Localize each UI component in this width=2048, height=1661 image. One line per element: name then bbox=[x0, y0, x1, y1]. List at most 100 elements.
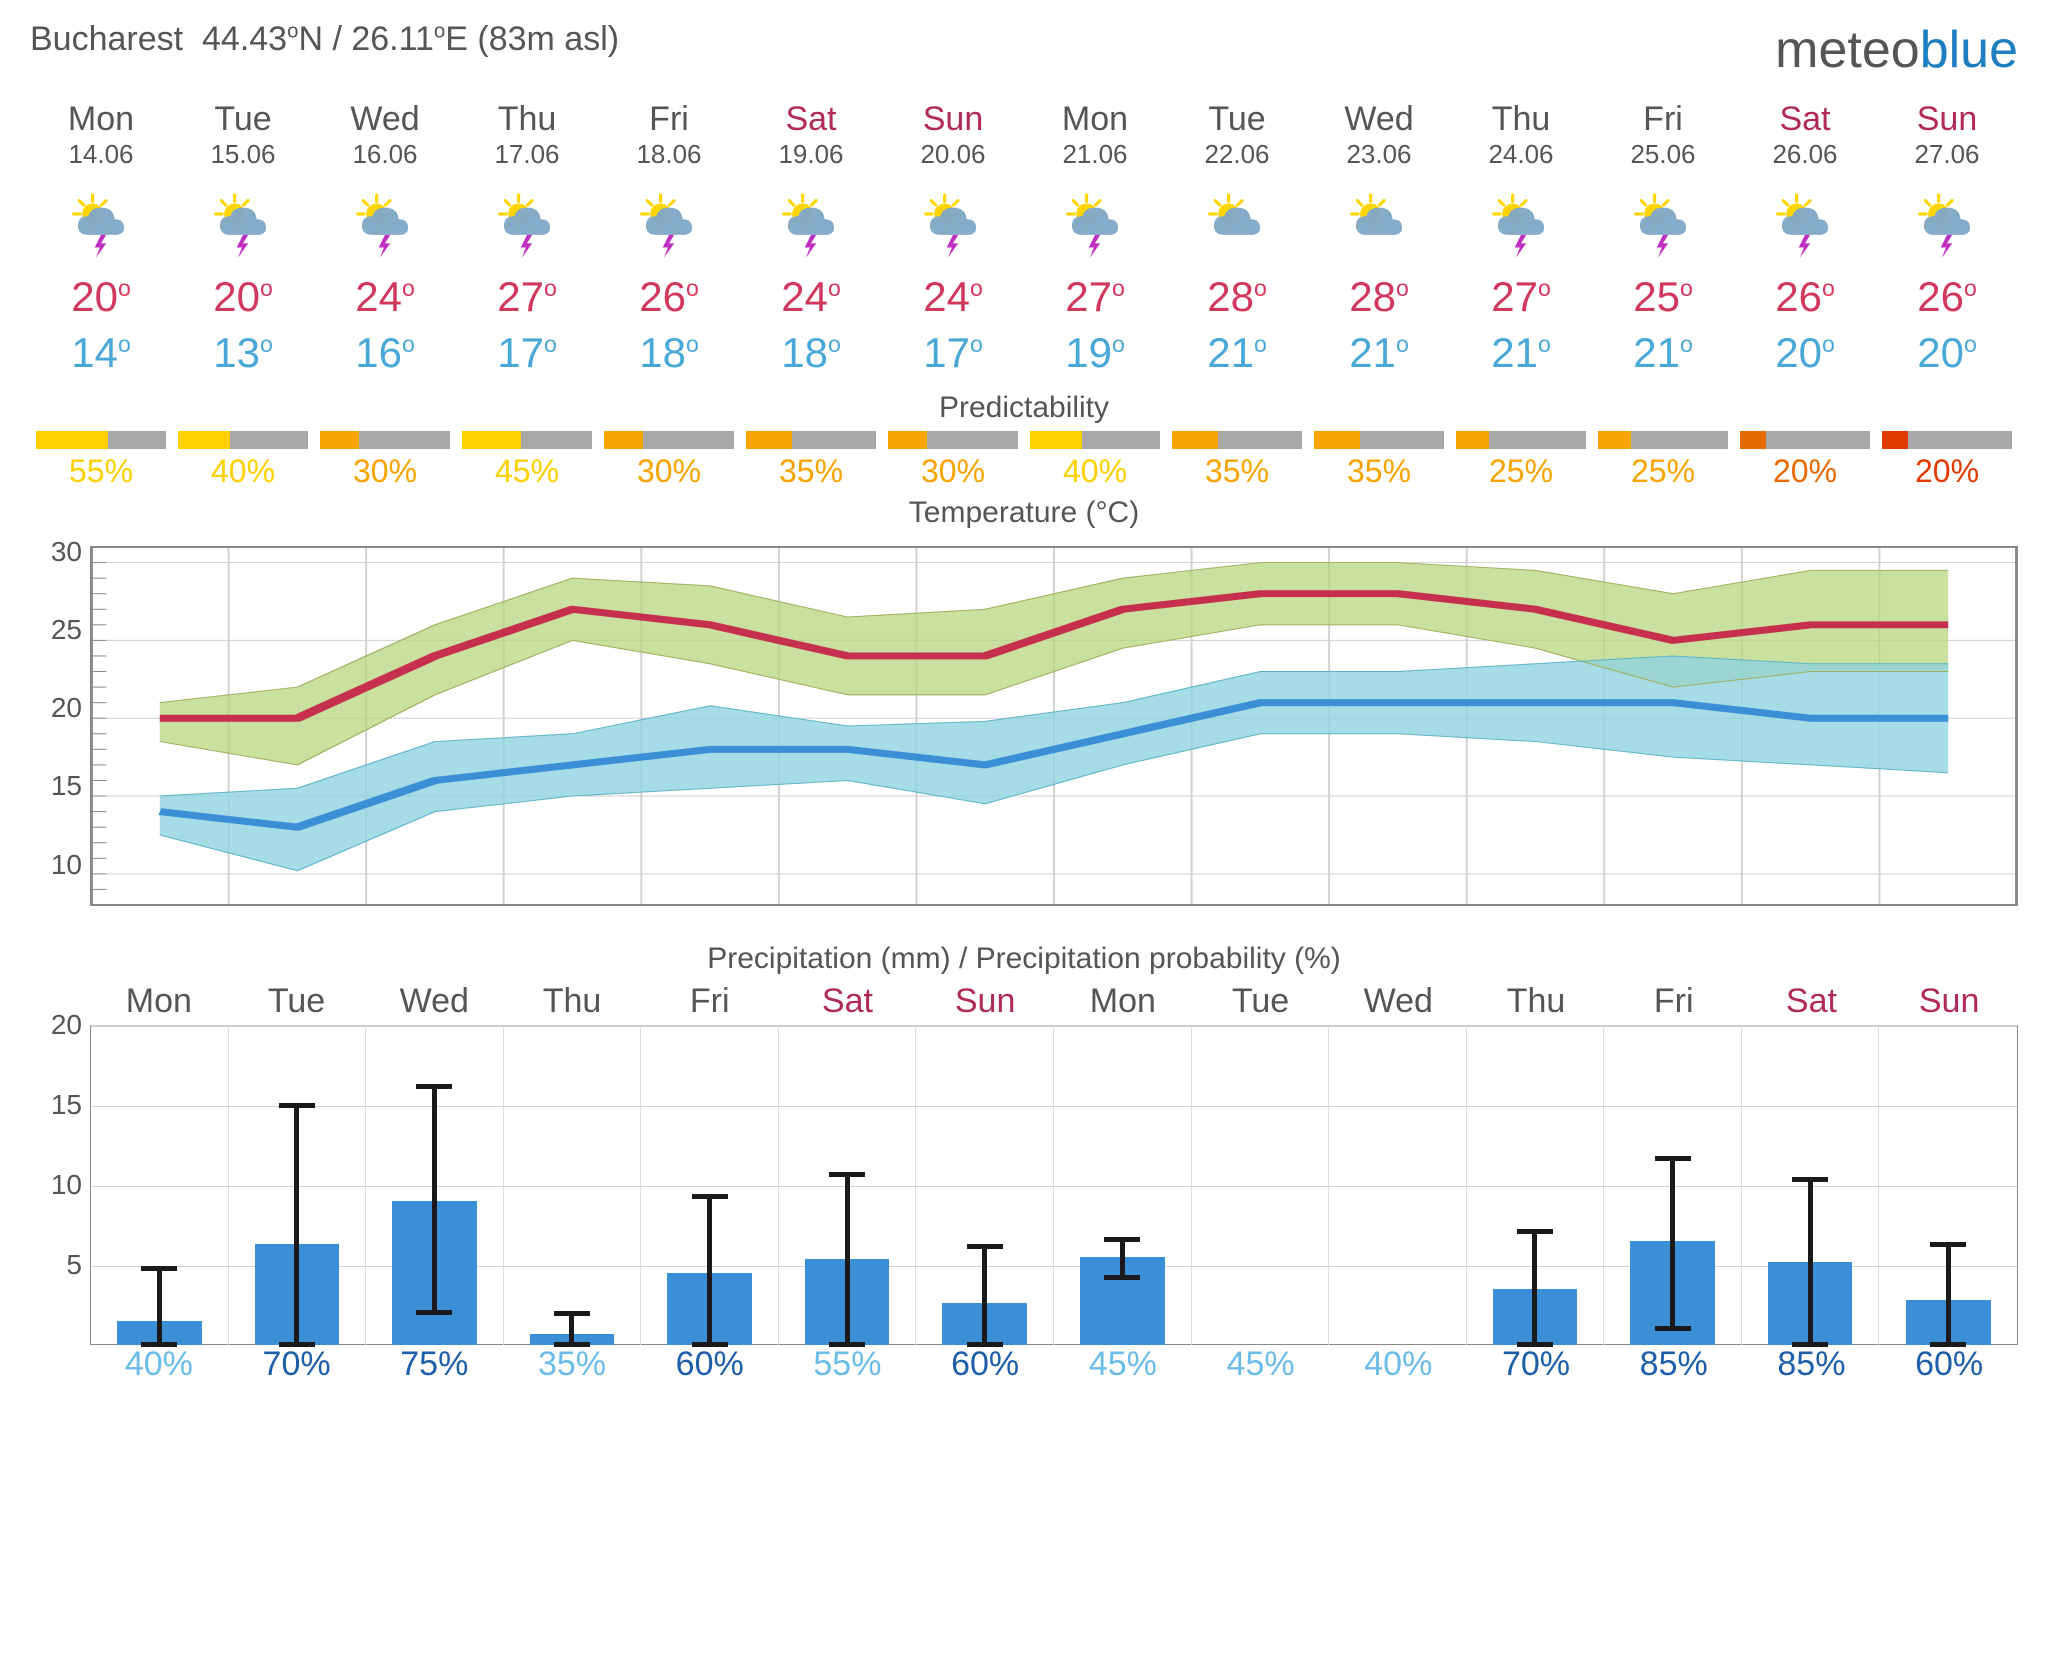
temp-ytick: 20 bbox=[51, 692, 82, 724]
temp-low: 13o bbox=[172, 329, 314, 377]
predictability-value: 55% bbox=[36, 453, 166, 490]
precip-probability: 60% bbox=[641, 1345, 779, 1384]
predictability-cell: 35% bbox=[1308, 431, 1450, 490]
weather-icon bbox=[456, 188, 598, 263]
day-of-week: Mon bbox=[1024, 100, 1166, 139]
day-header: Mon 14.06 bbox=[30, 100, 172, 188]
precip-day-label: Sat bbox=[1743, 982, 1881, 1021]
temp-low: 21o bbox=[1592, 329, 1734, 377]
day-date: 24.06 bbox=[1450, 139, 1592, 170]
predictability-cell: 30% bbox=[314, 431, 456, 490]
day-of-week: Wed bbox=[1308, 100, 1450, 139]
precip-whisker bbox=[279, 1105, 315, 1345]
precip-whisker bbox=[1517, 1231, 1553, 1345]
precip-day-label: Fri bbox=[641, 982, 779, 1021]
weather-icon bbox=[1166, 188, 1308, 263]
weather-icon bbox=[882, 188, 1024, 263]
predictability-cell: 35% bbox=[740, 431, 882, 490]
predictability-bar bbox=[1740, 431, 1870, 449]
day-header: Wed 23.06 bbox=[1308, 100, 1450, 188]
predictability-value: 25% bbox=[1598, 453, 1728, 490]
precip-whisker bbox=[416, 1086, 452, 1313]
predictability-value: 45% bbox=[462, 453, 592, 490]
day-header: Wed 16.06 bbox=[314, 100, 456, 188]
day-date: 21.06 bbox=[1024, 139, 1166, 170]
precip-probability: 35% bbox=[503, 1345, 641, 1384]
precip-probability: 85% bbox=[1743, 1345, 1881, 1384]
predictability-bar bbox=[888, 431, 1018, 449]
day-date: 18.06 bbox=[598, 139, 740, 170]
logo-part2: blue bbox=[1920, 21, 2018, 79]
day-header: Fri 18.06 bbox=[598, 100, 740, 188]
predictability-bar bbox=[746, 431, 876, 449]
precip-cell bbox=[641, 1026, 779, 1345]
day-header: Fri 25.06 bbox=[1592, 100, 1734, 188]
temp-ytick: 30 bbox=[51, 536, 82, 568]
precip-y-axis: 5101520 bbox=[30, 1025, 90, 1345]
temp-high: 24o bbox=[740, 273, 882, 321]
precip-cell bbox=[91, 1026, 229, 1345]
day-of-week: Sun bbox=[1876, 100, 2018, 139]
day-header: Thu 24.06 bbox=[1450, 100, 1592, 188]
predictability-value: 35% bbox=[1314, 453, 1444, 490]
temp-high: 24o bbox=[314, 273, 456, 321]
precip-day-label: Thu bbox=[1467, 982, 1605, 1021]
precip-day-label: Sun bbox=[916, 982, 1054, 1021]
weather-icon bbox=[1450, 188, 1592, 263]
precip-day-label: Wed bbox=[1329, 982, 1467, 1021]
temp-low: 20o bbox=[1734, 329, 1876, 377]
precip-cell bbox=[779, 1026, 917, 1345]
predictability-cell: 25% bbox=[1592, 431, 1734, 490]
day-date: 25.06 bbox=[1592, 139, 1734, 170]
precip-probability: 45% bbox=[1054, 1345, 1192, 1384]
predictability-value: 30% bbox=[888, 453, 1018, 490]
predictability-bar bbox=[36, 431, 166, 449]
precip-probability: 60% bbox=[916, 1345, 1054, 1384]
lon: 26.11 bbox=[351, 20, 434, 58]
temperature-label: Temperature (°C) bbox=[30, 496, 2018, 530]
weather-icon bbox=[740, 188, 882, 263]
temp-low: 18o bbox=[740, 329, 882, 377]
lat: 44.43 bbox=[202, 20, 287, 58]
weather-icon bbox=[172, 188, 314, 263]
day-names-row: Mon 14.06Tue 15.06Wed 16.06Thu 17.06Fri … bbox=[30, 100, 2018, 188]
precip-cell bbox=[1329, 1026, 1467, 1345]
precip-cell bbox=[366, 1026, 504, 1345]
weather-icon bbox=[30, 188, 172, 263]
precip-day-label: Tue bbox=[228, 982, 366, 1021]
predictability-cell: 55% bbox=[30, 431, 172, 490]
precip-cell bbox=[229, 1026, 367, 1345]
logo: meteoblue bbox=[1775, 20, 2018, 80]
predictability-cell: 45% bbox=[456, 431, 598, 490]
precip-whisker bbox=[1104, 1239, 1140, 1277]
predictability-bar bbox=[1172, 431, 1302, 449]
precip-day-label: Mon bbox=[1054, 982, 1192, 1021]
precip-whisker bbox=[967, 1246, 1003, 1345]
predictability-value: 35% bbox=[746, 453, 876, 490]
temp-high: 27o bbox=[1450, 273, 1592, 321]
predictability-label: Predictability bbox=[30, 391, 2018, 425]
temp-low: 21o bbox=[1166, 329, 1308, 377]
predictability-cell: 35% bbox=[1166, 431, 1308, 490]
precip-probability: 40% bbox=[1329, 1345, 1467, 1384]
precip-probability: 60% bbox=[1880, 1345, 2018, 1384]
precip-cell bbox=[1467, 1026, 1605, 1345]
day-of-week: Sat bbox=[1734, 100, 1876, 139]
predictability-value: 35% bbox=[1172, 453, 1302, 490]
weather-icon bbox=[1308, 188, 1450, 263]
precip-cell bbox=[504, 1026, 642, 1345]
header: Bucharest 44.43oN / 26.11oE (83m asl) me… bbox=[30, 20, 2018, 80]
day-of-week: Thu bbox=[456, 100, 598, 139]
predictability-value: 30% bbox=[320, 453, 450, 490]
day-date: 17.06 bbox=[456, 139, 598, 170]
day-date: 20.06 bbox=[882, 139, 1024, 170]
predictability-cell: 20% bbox=[1734, 431, 1876, 490]
day-header: Tue 15.06 bbox=[172, 100, 314, 188]
precip-probability: 40% bbox=[90, 1345, 228, 1384]
precip-whisker bbox=[1930, 1244, 1966, 1345]
predictability-value: 20% bbox=[1740, 453, 1870, 490]
weather-icon bbox=[1876, 188, 2018, 263]
precip-probability: 85% bbox=[1605, 1345, 1743, 1384]
precip-cell bbox=[916, 1026, 1054, 1345]
predictability-bar bbox=[1882, 431, 2012, 449]
